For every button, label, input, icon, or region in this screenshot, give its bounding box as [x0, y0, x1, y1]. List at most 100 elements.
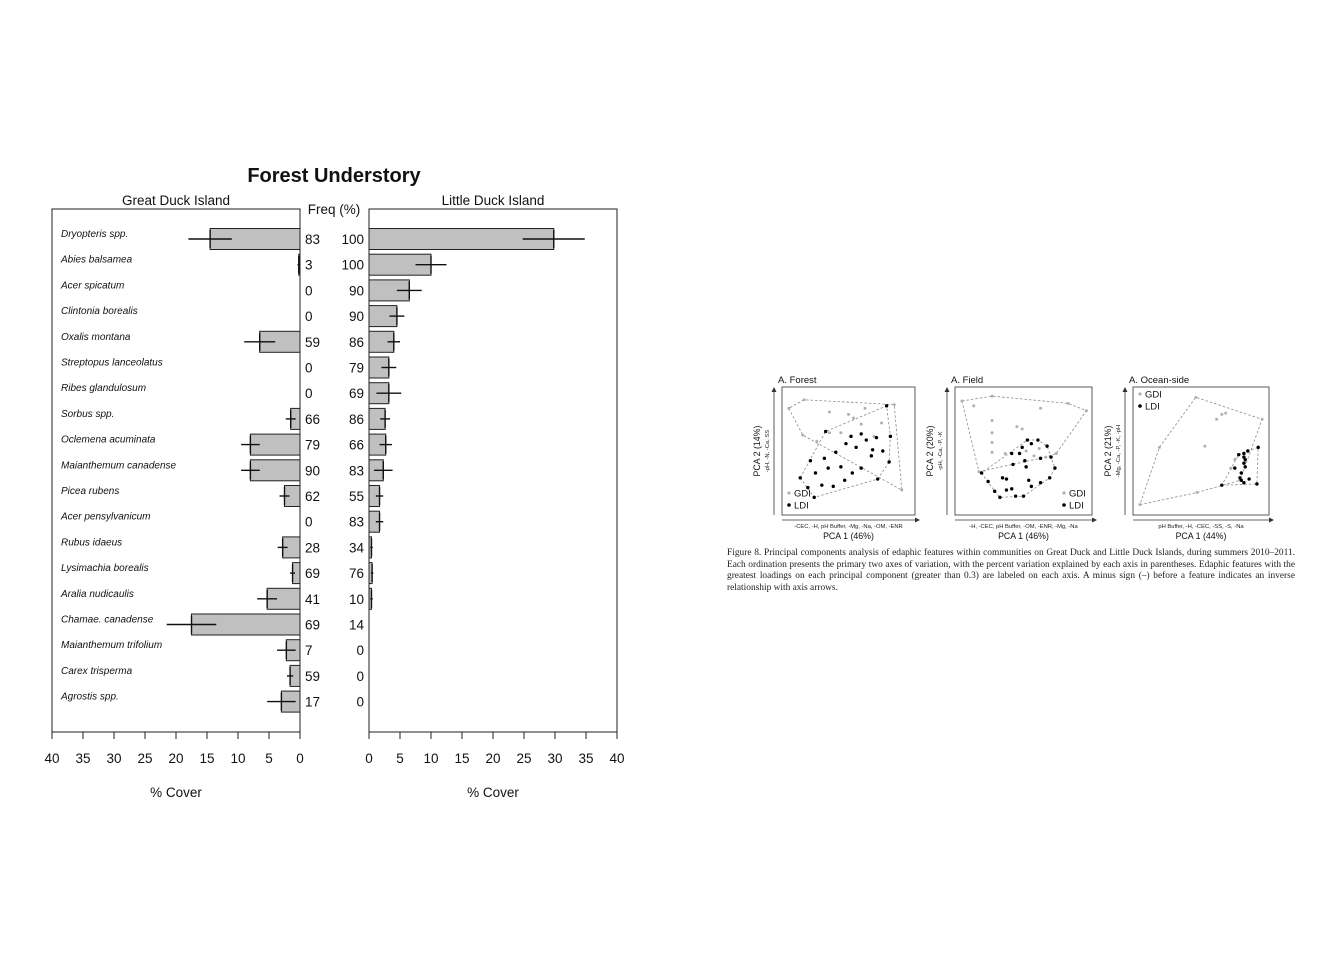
- ldi-point: [1011, 462, 1015, 467]
- legend-ldi-marker: [787, 503, 791, 507]
- gdi-freq-label: 90: [305, 463, 320, 478]
- ldi-freq-label: 66: [349, 438, 364, 453]
- gdi-point: [977, 470, 981, 474]
- gdi-point: [1203, 444, 1207, 448]
- legend-ldi-label: LDI: [1145, 402, 1160, 413]
- ldi-freq-label: 55: [349, 489, 364, 504]
- pca-y-label: PCA 2 (20%): [925, 426, 935, 477]
- ldi-point: [998, 495, 1002, 500]
- pca-panel-title: A. Forest: [778, 375, 817, 386]
- ldi-freq-label: 100: [341, 232, 364, 247]
- ldi-point: [859, 432, 863, 436]
- gdi-point: [801, 433, 805, 437]
- gdi-point: [990, 450, 994, 454]
- left-x-tick-label: 5: [265, 751, 273, 766]
- gdi-point: [847, 412, 850, 416]
- gdi-point: [892, 403, 896, 407]
- ldi-freq-label: 69: [349, 386, 364, 401]
- species-label: Streptopus lanceolatus: [61, 358, 163, 369]
- gdi-point: [1084, 409, 1088, 413]
- species-label: Oxalis montana: [61, 332, 131, 343]
- gdi-freq-label: 83: [305, 232, 320, 247]
- ldi-hull: [1221, 446, 1259, 486]
- ldi-point: [806, 485, 810, 490]
- ldi-freq-label: 90: [349, 283, 364, 298]
- species-label: Dryopteris spp.: [61, 229, 128, 240]
- ldi-point: [849, 434, 853, 439]
- ldi-point: [1242, 461, 1246, 465]
- ldi-freq-label: 83: [349, 515, 364, 530]
- gdi-point: [990, 440, 994, 444]
- gdi-freq-label: 59: [305, 669, 320, 684]
- pca-x-arrow-head: [1092, 517, 1097, 523]
- gdi-freq-label: 0: [305, 515, 313, 530]
- ldi-point: [1027, 478, 1031, 482]
- species-label: Lysimachia borealis: [61, 563, 149, 574]
- right-x-tick-label: 20: [485, 751, 500, 766]
- right-x-tick-label: 40: [609, 751, 624, 766]
- species-label: Maianthemum trifolium: [61, 640, 162, 651]
- right-x-tick-label: 15: [454, 751, 469, 766]
- gdi-point: [990, 431, 994, 435]
- gdi-point: [1260, 417, 1264, 421]
- gdi-point: [900, 488, 904, 492]
- left-x-tick-label: 30: [106, 751, 121, 766]
- species-label: Carex trisperma: [61, 666, 133, 677]
- gdi-freq-label: 41: [305, 592, 320, 607]
- forest-understory-chart: Forest Understory Great Duck Island Litt…: [44, 165, 624, 800]
- ldi-point: [869, 454, 874, 458]
- gdi-point: [859, 422, 863, 426]
- ldi-point: [831, 484, 835, 489]
- ldi-freq-label: 0: [356, 695, 364, 710]
- legend-ldi-marker: [1062, 503, 1066, 507]
- gdi-point: [990, 394, 994, 398]
- ldi-point: [808, 459, 813, 463]
- ldi-point: [887, 460, 891, 464]
- gdi-point: [1157, 445, 1161, 449]
- ldi-point: [839, 465, 843, 469]
- pca-y-arrow-head: [771, 387, 777, 392]
- species-label: Picea rubens: [61, 486, 119, 497]
- species-label: Chamae. canadense: [61, 615, 154, 626]
- gdi-point: [1220, 412, 1224, 416]
- ldi-freq-label: 0: [356, 643, 364, 658]
- legend-gdi-marker: [1138, 392, 1142, 396]
- gdi-point: [1044, 455, 1048, 459]
- species-label: Clintonia borealis: [61, 306, 138, 317]
- pca-x-features: pH Buffer, -H, -CEC, -SS, -S, -Na: [1158, 524, 1244, 530]
- ldi-point: [1243, 465, 1247, 469]
- ldi-point: [881, 449, 885, 453]
- gdi-point: [802, 398, 806, 402]
- left-panel-title: Great Duck Island: [122, 193, 230, 208]
- ldi-point: [1049, 455, 1053, 459]
- species-label: Agrostis spp.: [60, 692, 119, 703]
- gdi-point: [827, 431, 831, 435]
- right-x-tick-label: 5: [396, 751, 404, 766]
- ldi-point: [812, 495, 816, 500]
- ldi-point: [1010, 487, 1014, 491]
- gdi-freq-label: 17: [305, 695, 320, 710]
- pca-panel-frame: [781, 386, 916, 516]
- ldi-point: [798, 476, 802, 480]
- ldi-freq-label: 86: [349, 335, 364, 350]
- ldi-hull: [799, 405, 891, 498]
- gdi-freq-label: 0: [305, 309, 313, 324]
- ldi-point: [1017, 451, 1022, 456]
- gdi-freq-label: 69: [305, 566, 320, 581]
- pca-x-label: PCA 1 (44%): [1176, 531, 1227, 541]
- ldi-point: [1242, 451, 1246, 456]
- gdi-point: [1015, 425, 1019, 429]
- species-label: Sorbus spp.: [61, 409, 114, 420]
- ldi-point: [1053, 466, 1057, 470]
- gdi-point: [1195, 490, 1199, 494]
- ldi-point: [1004, 488, 1009, 492]
- ldi-point: [1000, 476, 1005, 480]
- gdi-freq-label: 7: [305, 643, 313, 658]
- pca-x-arrow-head: [915, 517, 920, 523]
- gdi-point: [990, 419, 994, 422]
- ldi-point: [864, 438, 868, 442]
- ldi-point: [1010, 451, 1014, 456]
- species-label: Ribes glandulosum: [61, 383, 146, 394]
